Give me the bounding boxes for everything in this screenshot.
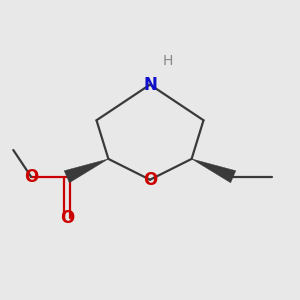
Text: N: N [143, 76, 157, 94]
Polygon shape [64, 159, 108, 183]
Polygon shape [192, 159, 236, 183]
Text: O: O [24, 168, 38, 186]
Text: O: O [60, 209, 74, 227]
Text: O: O [13, 149, 14, 151]
Text: O: O [143, 171, 157, 189]
Text: H: H [163, 54, 173, 68]
